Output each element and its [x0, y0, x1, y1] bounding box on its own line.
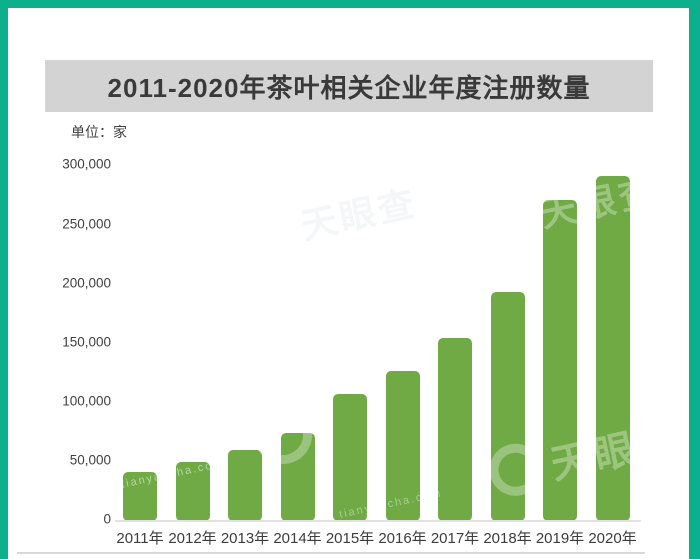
- x-tick-label: 2015年: [325, 530, 375, 547]
- x-tick-label: 2013年: [220, 530, 270, 547]
- bottom-divider: [17, 552, 645, 554]
- x-tick-label: 2011年: [116, 530, 164, 547]
- x-tick-label: 2017年: [430, 530, 480, 547]
- bar-2017年: [438, 338, 472, 521]
- x-tick-label: 2014年: [273, 530, 322, 547]
- x-tick-label: 2020年: [588, 530, 637, 547]
- bar-2014年: [280, 432, 315, 521]
- bar-2016年: [385, 371, 420, 521]
- y-tick-label: 150,000: [62, 334, 111, 350]
- x-axis-line: [115, 520, 641, 522]
- chart-title: 2011-2020年茶叶相关企业年度注册数量: [107, 72, 591, 103]
- bar-2020年: [595, 176, 630, 521]
- bar-2018年: [490, 292, 525, 521]
- y-tick-label: 100,000: [62, 393, 111, 409]
- y-tick-label: 0: [103, 511, 111, 527]
- x-tick-label: 2018年: [483, 530, 532, 547]
- unit-label: 单位：家: [71, 124, 127, 140]
- bar-2013年: [228, 450, 262, 521]
- y-tick-label: 50,000: [69, 452, 111, 468]
- y-tick-label: 200,000: [62, 275, 111, 291]
- chart-title-bar: 2011-2020年茶叶相关企业年度注册数量: [45, 60, 653, 112]
- bar-2011年: [123, 471, 157, 521]
- bar-2015年: [333, 393, 367, 521]
- x-tick-label: 2016年: [378, 530, 427, 547]
- bar-2012年: [175, 462, 210, 521]
- bar-2019年: [543, 199, 577, 521]
- x-tick-label: 2019年: [535, 530, 585, 547]
- y-tick-label: 250,000: [62, 216, 111, 231]
- x-tick-label: 2012年: [168, 530, 217, 547]
- watermark-brand-faint: 天眼查: [297, 182, 421, 247]
- y-tick-label: 300,000: [62, 156, 111, 172]
